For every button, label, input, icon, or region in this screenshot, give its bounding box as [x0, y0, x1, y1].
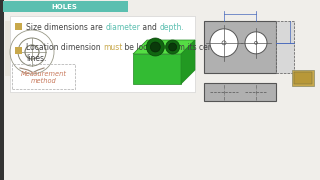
Bar	[12, 64, 75, 89]
Bar	[292, 70, 314, 86]
Circle shape	[146, 38, 164, 56]
Circle shape	[150, 42, 160, 52]
Bar	[276, 21, 294, 73]
Polygon shape	[133, 54, 181, 84]
Polygon shape	[133, 40, 195, 54]
Text: Size dimensions are: Size dimensions are	[26, 22, 105, 32]
Circle shape	[169, 43, 177, 51]
Text: must: must	[103, 42, 122, 51]
Bar	[3, 1, 128, 12]
Bar	[204, 83, 276, 101]
Bar	[5, 21, 60, 76]
Bar	[204, 21, 276, 73]
Bar	[15, 47, 22, 54]
Text: be located from its center: be located from its center	[122, 42, 224, 51]
Bar	[10, 16, 195, 92]
Circle shape	[210, 29, 238, 57]
Bar	[15, 23, 22, 30]
Text: Location dimension: Location dimension	[26, 42, 103, 51]
Circle shape	[245, 32, 267, 54]
Text: and: and	[140, 22, 159, 32]
Circle shape	[166, 40, 180, 54]
Bar	[0, 0, 4, 180]
Polygon shape	[181, 40, 195, 84]
Text: lines.: lines.	[26, 53, 46, 62]
Text: diameter: diameter	[105, 22, 140, 32]
Bar	[294, 72, 312, 84]
Text: Measurement
method: Measurement method	[21, 71, 67, 84]
Text: HOLES: HOLES	[51, 3, 77, 10]
Text: depth.: depth.	[159, 22, 184, 32]
